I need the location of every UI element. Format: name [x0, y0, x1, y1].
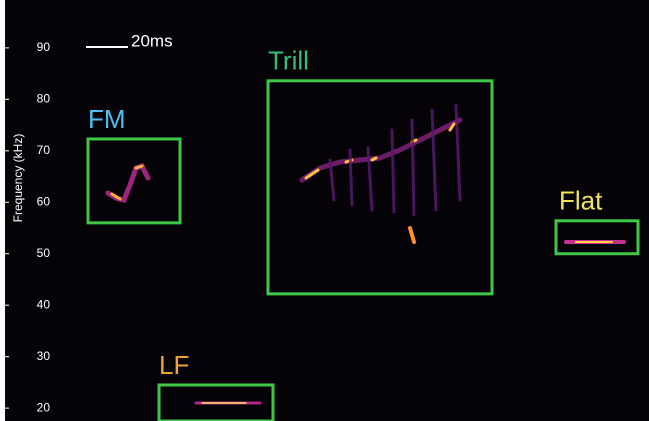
spectrogram-background: [5, 0, 649, 421]
y-axis-label: Frequency (kHz): [11, 134, 25, 223]
y-tick-label: 80: [37, 92, 51, 106]
y-tick-label: 60: [37, 194, 51, 208]
y-tick-label: 90: [37, 40, 51, 54]
annotation-label: LF: [159, 350, 189, 380]
annotation-label: Flat: [559, 186, 603, 216]
y-tick-label: 50: [37, 246, 51, 260]
annotation-label: FM: [88, 104, 126, 134]
y-tick-label: 30: [37, 349, 51, 363]
annotation-label: Trill: [268, 46, 309, 76]
y-tick-label: 40: [37, 297, 51, 311]
y-tick-label: 70: [37, 143, 51, 157]
chart: 20ms Frequency (kHz) 20 30 40 50 60 70 80 90 FM T…: [0, 0, 649, 421]
y-tick-label: 20: [37, 400, 51, 414]
scale-bar-label: 20ms: [131, 31, 173, 50]
